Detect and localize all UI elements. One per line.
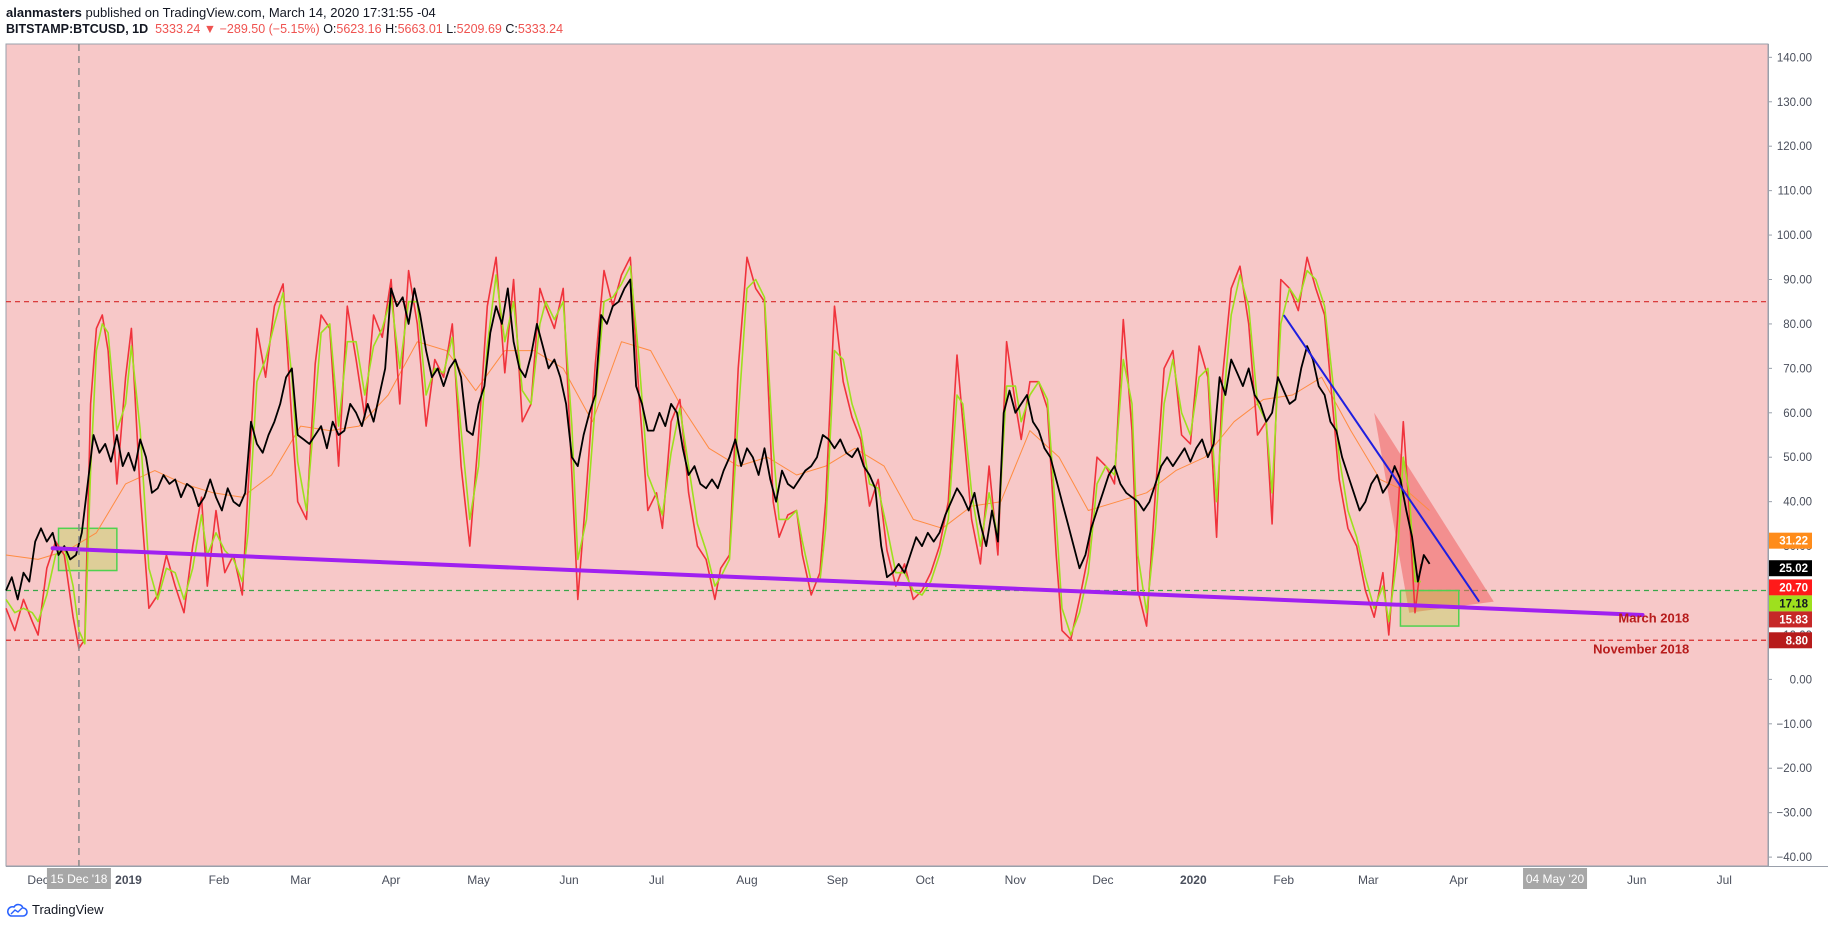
y-tick-label: 60.00 [1783, 408, 1812, 420]
x-tick-label: Sep [827, 873, 849, 887]
y-tick-label: 40.00 [1783, 497, 1812, 509]
x-tick-label: 2019 [115, 873, 142, 887]
price-label-bg-0 [1769, 532, 1812, 549]
y-tick-label: −10.00 [1777, 719, 1813, 731]
high-value: 5663.01 [397, 22, 443, 36]
footer-brand-label: TradingView [32, 902, 104, 917]
time-scale[interactable]: Dec 2019 Feb Mar Apr May Jun Jul Aug Sep Oct Nov Dec… [27, 868, 1732, 889]
symbol-legend: BITSTAMP:BTCUSD, 1D 5333.24 ▼ −289.50 (−… [6, 22, 563, 36]
price-label-2: 20.70 [1779, 582, 1808, 594]
series-lines [5, 256, 1431, 650]
y-tick-label: −20.00 [1777, 763, 1813, 775]
plot-background[interactable] [5, 43, 1769, 867]
x-tick-label: Mar [290, 873, 311, 887]
y-tick-label: −40.00 [1777, 852, 1813, 864]
author-name[interactable]: alanmasters [6, 5, 82, 20]
x-tick-label: Jul [1717, 873, 1732, 887]
published-text: published on TradingView.com, March 14, … [85, 5, 436, 20]
x-tick-label: 2020 [1180, 873, 1207, 887]
support-trendline [50, 546, 1645, 617]
down-arrow-icon: ▼ [203, 22, 217, 36]
x-tick-label: Jun [1627, 873, 1646, 887]
price-label-3: 17.18 [1779, 598, 1808, 610]
close-value: 5333.24 [517, 22, 564, 36]
price-label-0: 31.22 [1779, 536, 1808, 548]
y-tick-label: 0.00 [1790, 674, 1812, 686]
annotations: March 2018 November 2018 [1593, 611, 1689, 657]
price-labels: 31.22 25.02 20.70 17.18 15.83 8.80 [1769, 532, 1812, 649]
y-tick-label: 70.00 [1783, 363, 1812, 375]
trend-lines [50, 314, 1645, 617]
price-label-bg-4 [1769, 611, 1812, 628]
x-tick-label: Dec [1092, 873, 1113, 887]
price-label-bg-1 [1769, 560, 1812, 577]
price-change: −289.50 (−5.15%) [219, 22, 320, 36]
triangle-upper-edge [1282, 314, 1481, 603]
annotation-label-1: November 2018 [1593, 642, 1689, 657]
price-scale-background[interactable] [1769, 44, 1828, 866]
x-tick-label: Dec [27, 873, 48, 887]
x-tick-label: Aug [736, 873, 757, 887]
price-label-4: 15.83 [1779, 614, 1808, 626]
low-value: 5209.69 [456, 22, 502, 36]
cursor-date-label: 15 Dec '18 [50, 872, 107, 886]
x-tick-label: Nov [1005, 873, 1026, 887]
range-date-label: 04 May '20 [1526, 872, 1585, 886]
x-tick-label: Jun [559, 873, 578, 887]
y-tick-label: 110.00 [1778, 186, 1812, 198]
price-label-1: 25.02 [1779, 563, 1808, 575]
x-tick-label: Mar [1358, 873, 1379, 887]
y-tick-label: 130.00 [1777, 97, 1812, 109]
y-tick-label: 120.00 [1777, 141, 1812, 153]
open-value: 5623.16 [336, 22, 382, 36]
x-tick-label: Oct [916, 873, 935, 887]
price-label-bg-3 [1769, 595, 1812, 612]
symbol-name: BITSTAMP:BTCUSD, 1D [6, 22, 149, 36]
x-tick-label: Apr [382, 873, 401, 887]
x-tick-label: May [467, 873, 490, 887]
x-tick-label: Feb [209, 873, 230, 887]
open-label: O: [323, 22, 337, 36]
x-tick-label: Apr [1449, 873, 1468, 887]
publish-info: alanmasters published on TradingView.com… [6, 5, 436, 20]
cursor-date-bg [46, 868, 111, 889]
price-label-bg-5 [1769, 632, 1812, 649]
price-label-bg-2 [1769, 579, 1812, 596]
y-tick-label: 80.00 [1783, 319, 1812, 331]
y-tick-label: 50.00 [1783, 452, 1812, 464]
y-tick-label: 90.00 [1783, 274, 1812, 286]
last-price: 5333.24 [155, 22, 201, 36]
rsi-line [5, 278, 1431, 601]
low-label: L: [446, 22, 457, 36]
x-tick-label: Jul [649, 873, 664, 887]
price-label-5: 8.80 [1786, 635, 1808, 647]
y-tick-label: 100.00 [1777, 230, 1812, 242]
close-label: C: [505, 22, 518, 36]
annotation-label-0: March 2018 [1618, 611, 1689, 626]
x-tick-label: Feb [1273, 873, 1294, 887]
time-scale-background[interactable] [6, 866, 1768, 893]
tradingview-cloud-icon [7, 903, 28, 917]
footer-brand[interactable]: TradingView [6, 902, 104, 917]
range-date-bg [1523, 868, 1588, 889]
y-tick-label: 140.00 [1777, 52, 1812, 64]
high-label: H: [385, 22, 398, 36]
y-tick-label: −30.00 [1777, 808, 1813, 820]
